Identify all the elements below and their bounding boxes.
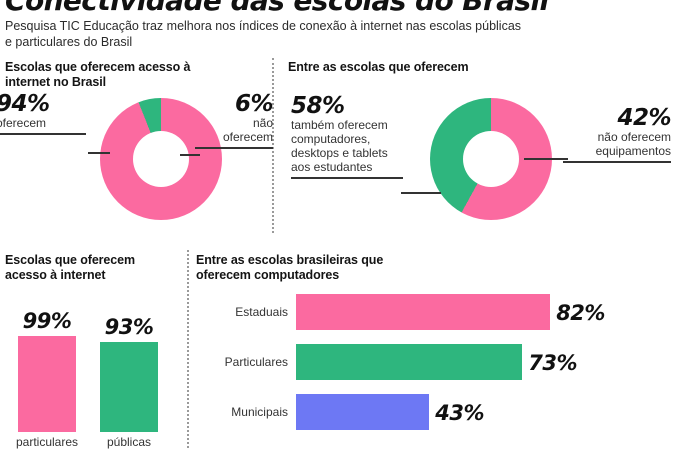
leader-line-6: [180, 154, 200, 156]
bar-chart-acesso-internet: 99% particulares 93% públicas: [0, 290, 180, 450]
bar-value-label: 82%: [556, 301, 605, 325]
section-heading-equipamentos: Entre as escolas que oferecem: [288, 60, 469, 74]
callout-rule: [291, 177, 403, 179]
callout-94-oferecem: 94% oferecem: [0, 92, 88, 135]
callout-rule: [195, 147, 273, 149]
callout-value: 6%: [234, 91, 274, 117]
page-subtitle: Pesquisa TIC Educação traz melhora nos í…: [5, 19, 522, 49]
callout-description: não oferecem equipamentos: [595, 130, 671, 158]
bar-category-label: públicas: [106, 435, 152, 449]
callout-description: também oferecem computadores, desktops e t…: [291, 118, 388, 174]
leader-line-58: [401, 192, 441, 194]
donut-chart-internet-brasil: [100, 98, 222, 220]
callout-rule: [0, 133, 86, 135]
bar-value-label: 73%: [528, 351, 578, 375]
section-heading-acesso-tipo: Escolas que oferecem acesso à internet: [5, 253, 136, 282]
bar-row: Municipais 43%: [196, 394, 675, 430]
callout-6-nao-oferecem: 6% não oferecem: [195, 91, 274, 149]
callout-description: oferecem: [0, 116, 47, 130]
callout-value: 42%: [617, 105, 671, 131]
leader-line-42: [524, 158, 568, 160]
callout-value: 94%: [0, 91, 50, 117]
bar-column: 99% particulares: [16, 309, 78, 449]
divider-vertical-bottom: [187, 250, 189, 448]
bar-rect: [296, 294, 551, 330]
callout-42-nao-oferecem-equipamentos: 42% não oferecem equipamentos: [563, 105, 672, 163]
section-heading-computadores: Entre as escolas brasileiras que oferece…: [196, 253, 384, 282]
bar-category-label: Particulares: [224, 355, 288, 369]
divider-vertical-top: [272, 58, 274, 233]
leader-line-94: [88, 152, 110, 154]
bar-rect: [296, 394, 430, 430]
bar-column: 93% públicas: [100, 315, 158, 449]
bar-rect: [18, 335, 76, 432]
bar-chart-computadores: Estaduais 82% Particulares 73% Municipais 43%: [196, 290, 675, 445]
callout-description: não oferecem: [222, 116, 273, 144]
page-title: Conectividade das escolas do Brasil: [5, 0, 549, 17]
callout-58-tambem-oferecem: 58% também oferecem computadores, desktops…: [291, 94, 403, 179]
bar-value-label: 99%: [22, 308, 72, 333]
section-heading-internet-brasil: Escolas que oferecem acesso à internet n…: [5, 60, 191, 89]
callout-value: 58%: [291, 93, 345, 119]
donut-hole: [133, 131, 189, 187]
bar-category-label: Estaduais: [235, 305, 288, 319]
bar-category-label: particulares: [15, 435, 79, 449]
bar-rect: [296, 344, 523, 380]
bar-value-label: 43%: [435, 401, 485, 425]
bar-value-label: 93%: [104, 314, 154, 339]
bar-row: Estaduais 82%: [196, 294, 675, 330]
donut-hole: [463, 131, 519, 187]
callout-rule: [563, 161, 671, 163]
bar-rect: [100, 341, 158, 432]
bar-row: Particulares 73%: [196, 344, 675, 380]
bar-category-label: Municipais: [231, 405, 288, 419]
